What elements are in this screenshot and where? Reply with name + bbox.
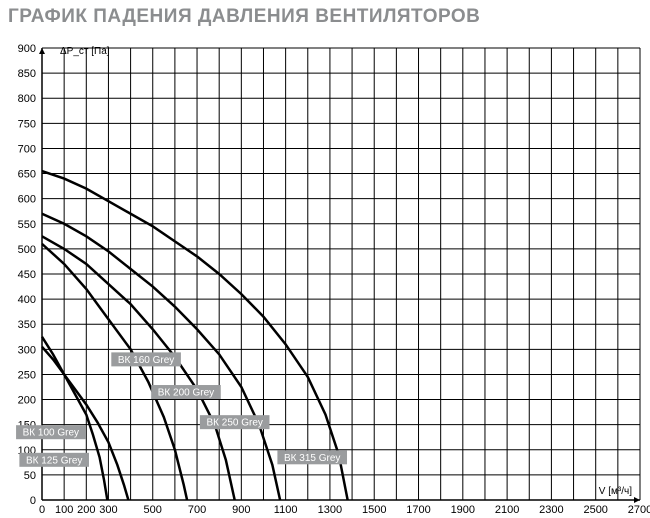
page-title: ГРАФИК ПАДЕНИЯ ДАВЛЕНИЯ ВЕНТИЛЯТОРОВ	[8, 6, 480, 28]
svg-text:350: 350	[18, 319, 36, 331]
svg-text:750: 750	[18, 118, 36, 130]
series-label-text: ВК 200 Grey	[158, 388, 214, 399]
svg-text:650: 650	[18, 169, 36, 181]
svg-text:300: 300	[18, 344, 36, 356]
chart-container: 0501001502002503003504004505005506006507…	[0, 40, 650, 518]
svg-text:300: 300	[99, 504, 117, 516]
svg-text:800: 800	[18, 93, 36, 105]
svg-text:1900: 1900	[451, 504, 475, 516]
svg-text:50: 50	[24, 470, 36, 482]
svg-text:900: 900	[18, 43, 36, 55]
series-label-text: ВК 315 Grey	[284, 453, 340, 464]
svg-text:250: 250	[18, 369, 36, 381]
svg-text:400: 400	[18, 294, 36, 306]
svg-text:2700: 2700	[628, 504, 650, 516]
series-label-text: ВК 125 Grey	[26, 455, 82, 466]
svg-text:V [м³/ч]: V [м³/ч]	[599, 486, 632, 497]
svg-text:850: 850	[18, 68, 36, 80]
svg-text:200: 200	[18, 395, 36, 407]
curve-вк-125-grey	[42, 347, 128, 500]
svg-text:1500: 1500	[362, 504, 386, 516]
svg-text:450: 450	[18, 269, 36, 281]
svg-text:0: 0	[30, 495, 36, 507]
svg-text:500: 500	[18, 244, 36, 256]
svg-text:2300: 2300	[539, 504, 563, 516]
svg-text:900: 900	[232, 504, 250, 516]
svg-text:600: 600	[18, 194, 36, 206]
svg-text:ΔP_ст [Па]: ΔP_ст [Па]	[60, 46, 110, 57]
chart-page: ГРАФИК ПАДЕНИЯ ДАВЛЕНИЯ ВЕНТИЛЯТОРОВ 0 50…	[0, 0, 650, 518]
pressure-drop-chart: 0501001502002503003504004505005506006507…	[0, 40, 650, 518]
series-label-text: ВК 160 Grey	[118, 355, 174, 366]
svg-text:1300: 1300	[318, 504, 342, 516]
series-label-text: ВК 100 Grey	[23, 428, 79, 439]
svg-text:700: 700	[18, 143, 36, 155]
svg-text:2500: 2500	[583, 504, 607, 516]
svg-text:700: 700	[188, 504, 206, 516]
svg-text:1700: 1700	[406, 504, 430, 516]
curve-вк-100-grey	[42, 337, 107, 500]
svg-text:500: 500	[144, 504, 162, 516]
svg-text:2100: 2100	[495, 504, 519, 516]
svg-text:550: 550	[18, 219, 36, 231]
svg-text:0: 0	[39, 504, 45, 516]
svg-text:200: 200	[77, 504, 95, 516]
series-label-text: ВК 250 Grey	[206, 418, 262, 429]
svg-text:100: 100	[55, 504, 73, 516]
svg-text:1100: 1100	[274, 504, 298, 516]
